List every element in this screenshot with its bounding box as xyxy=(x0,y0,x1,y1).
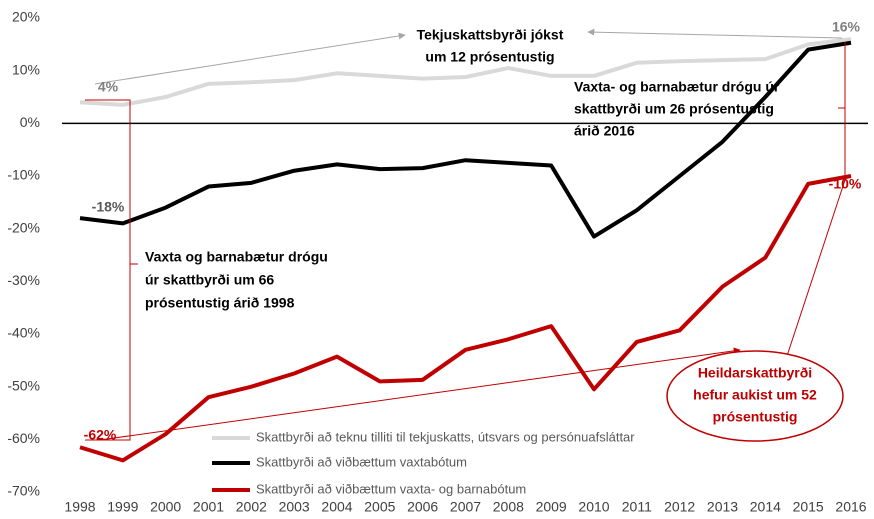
x-tick-label: 2006 xyxy=(407,499,438,515)
annotation: -18% xyxy=(92,199,125,215)
x-tick-label: 2011 xyxy=(622,499,652,515)
x-tick-label: 2009 xyxy=(536,499,567,515)
series-line xyxy=(79,174,852,463)
annotation: prósentustig xyxy=(713,409,798,425)
annotation: skattbyrði um 26 prósentustig xyxy=(574,101,774,117)
y-tick-label: -40% xyxy=(7,325,40,341)
x-tick-label: 2005 xyxy=(364,499,395,515)
bracket xyxy=(838,42,846,175)
series-line xyxy=(79,37,852,107)
legend-label: Skattbyrði að viðbættum vaxtabótum xyxy=(256,454,467,469)
x-tick-label: 1999 xyxy=(107,499,138,515)
legend-label: Skattbyrði að teknu tilliti til tekjuska… xyxy=(256,429,635,444)
annotation: úr skattbyrði um 66 xyxy=(145,272,274,288)
annotation: 16% xyxy=(832,19,861,35)
annotation: 4% xyxy=(98,79,119,95)
x-tick-label: 2004 xyxy=(321,499,352,515)
y-tick-label: -60% xyxy=(7,430,40,446)
x-tick-label: 2008 xyxy=(493,499,524,515)
x-tick-label: 1998 xyxy=(64,499,95,515)
annotation: um 12 prósentustig xyxy=(425,49,554,65)
x-tick-label: 2003 xyxy=(279,499,310,515)
y-tick-label: -10% xyxy=(7,167,40,183)
callout-ellipse xyxy=(666,350,844,442)
annotation: Vaxta og barnabætur drógu xyxy=(145,249,328,265)
bracket xyxy=(85,99,138,441)
x-tick-label: 2013 xyxy=(707,499,738,515)
y-tick-label: 20% xyxy=(12,9,40,25)
y-tick-label: -30% xyxy=(7,272,40,288)
x-tick-label: 2010 xyxy=(578,499,609,515)
annotation: -62% xyxy=(84,427,117,443)
annotation: prósentustig árið 1998 xyxy=(145,295,295,311)
x-tick-label: 2001 xyxy=(193,499,224,515)
annotation: árið 2016 xyxy=(574,123,635,139)
y-tick-label: -70% xyxy=(7,483,40,499)
x-tick-label: 2012 xyxy=(664,499,695,515)
callouts xyxy=(85,28,846,442)
arrow xyxy=(94,32,406,85)
x-tick-label: 2000 xyxy=(150,499,181,515)
annotation: Heildarskattbyrði xyxy=(698,365,812,381)
y-tick-label: 10% xyxy=(12,61,40,77)
annotation: Tekjuskattsbyrði jókst xyxy=(417,27,564,43)
x-tick-label: 2014 xyxy=(750,499,781,515)
y-tick-label: -20% xyxy=(7,219,40,235)
x-tick-label: 2016 xyxy=(835,499,866,515)
x-tick-label: 2002 xyxy=(236,499,267,515)
arrow xyxy=(783,179,846,363)
arrow xyxy=(587,28,843,39)
y-tick-label: -50% xyxy=(7,377,40,393)
series-line xyxy=(79,40,852,239)
annotation: Vaxta- og barnabætur drógu úr xyxy=(574,79,780,95)
annotation: hefur aukist um 52 xyxy=(693,387,817,403)
x-tick-label: 2007 xyxy=(450,499,481,515)
legend-label: Skattbyrði að viðbættum vaxta- og barnab… xyxy=(256,481,526,496)
x-tick-label: 2015 xyxy=(793,499,824,515)
arrow xyxy=(99,347,741,441)
y-tick-label: 0% xyxy=(20,114,40,130)
annotation: -10% xyxy=(829,176,862,192)
